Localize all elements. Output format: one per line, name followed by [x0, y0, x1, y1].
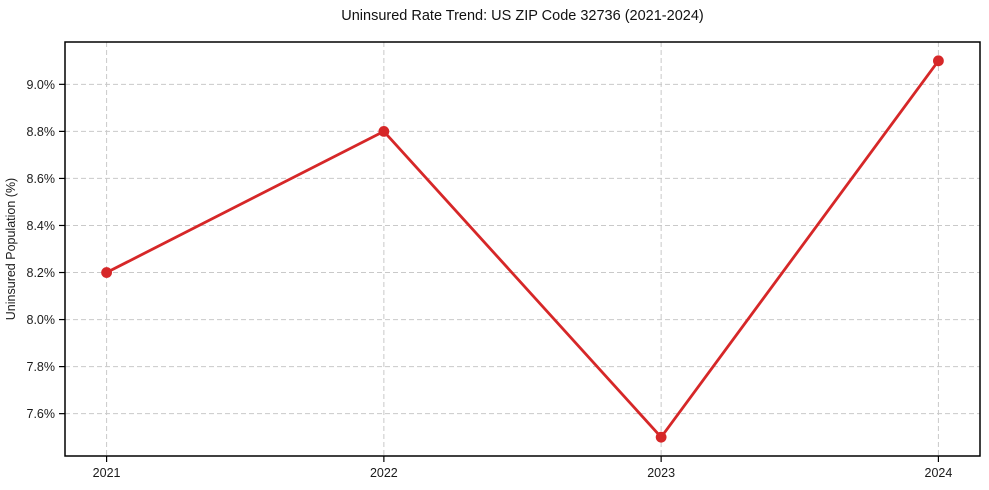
y-tick-label: 8.8%: [27, 125, 56, 139]
y-tick-label: 8.6%: [27, 172, 56, 186]
y-tick-label: 8.4%: [27, 219, 56, 233]
data-point-marker: [933, 55, 944, 67]
data-point-marker: [378, 125, 390, 137]
x-tick-label: 2022: [370, 466, 398, 480]
x-tick-label: 2023: [647, 466, 675, 480]
x-tick-label: 2021: [93, 466, 121, 480]
data-point-marker: [655, 431, 667, 443]
y-tick-label: 7.6%: [27, 407, 56, 421]
x-tick-label: 2024: [925, 466, 953, 480]
y-tick-label: 9.0%: [27, 78, 56, 92]
y-tick-label: 7.8%: [27, 360, 56, 374]
y-tick-label: 8.2%: [27, 266, 56, 280]
y-axis-label: Uninsured Population (%): [4, 178, 18, 320]
chart-title: Uninsured Rate Trend: US ZIP Code 32736 …: [341, 8, 704, 24]
trend-line: [105, 59, 940, 439]
y-tick-label: 8.0%: [27, 313, 56, 327]
plot-border: [64, 41, 981, 457]
data-point-marker: [101, 267, 112, 278]
